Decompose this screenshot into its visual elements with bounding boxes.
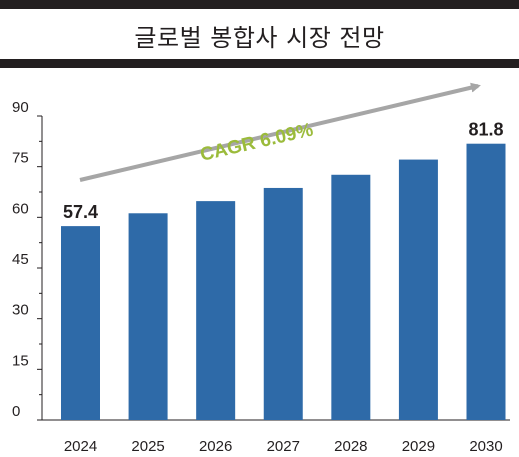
x-tick-label: 2026 — [199, 438, 232, 455]
x-tick-label: 2029 — [402, 438, 435, 455]
y-tick-label: 45 — [12, 251, 29, 268]
bar-2030 — [466, 143, 506, 420]
bar-2024 — [61, 226, 100, 420]
bar-2028 — [331, 174, 371, 420]
y-tick-label: 15 — [12, 352, 29, 369]
y-tick-label: 0 — [12, 403, 20, 420]
bar-2029 — [398, 159, 438, 420]
x-tick-label: 2030 — [469, 438, 502, 455]
bar-2025 — [128, 213, 168, 420]
y-tick-label: 75 — [12, 150, 29, 167]
x-tick-label: 2028 — [334, 438, 367, 455]
title-bottom-rule — [0, 59, 519, 68]
x-tick-label: 2025 — [131, 438, 164, 455]
chart-title: 글로벌 봉합사 시장 전망 — [134, 23, 385, 52]
y-tick-label: 30 — [12, 302, 29, 319]
title-top-rule — [0, 0, 519, 9]
x-tick-label: 2027 — [267, 438, 300, 455]
x-tick-label: 2024 — [64, 438, 97, 455]
cagr-annotation: CAGR 6.09% — [198, 119, 315, 165]
y-tick-label: 60 — [12, 200, 29, 217]
bar-2027 — [263, 187, 303, 420]
bar-2026 — [196, 201, 236, 420]
data-label: 57.4 — [63, 202, 98, 222]
y-tick-label: 90 — [12, 99, 29, 116]
data-label: 81.8 — [468, 120, 503, 140]
cagr-arrow — [79, 82, 481, 182]
